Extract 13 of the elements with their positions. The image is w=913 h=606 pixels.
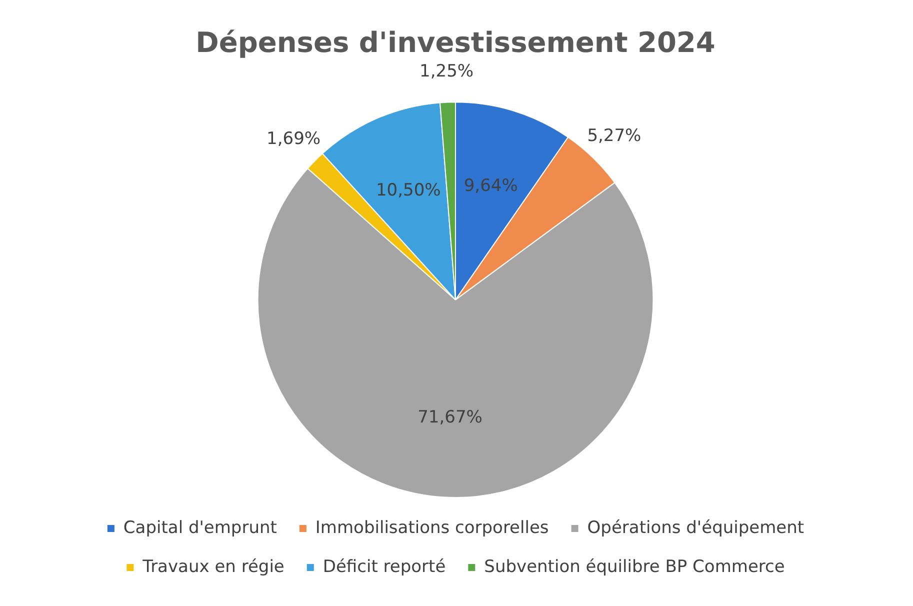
- legend-label: Capital d'emprunt: [123, 518, 278, 538]
- legend-label: Déficit reporté: [322, 556, 446, 577]
- data-label: 71,67%: [418, 408, 482, 428]
- data-label: 5,27%: [587, 126, 642, 146]
- legend-label: Immobilisations corporelles: [315, 518, 549, 538]
- legend-label: Opérations d'équipement: [587, 518, 804, 538]
- legend-label: Subvention équilibre BP Commerce: [484, 556, 785, 577]
- data-label: 1,25%: [420, 62, 474, 82]
- legend-label: Travaux en régie: [142, 556, 284, 577]
- data-label: 9,64%: [464, 176, 518, 196]
- data-label: 10,50%: [376, 180, 441, 200]
- data-label: 1,69%: [266, 129, 321, 150]
- chart-title: Dépenses d'investissement 2024: [196, 26, 716, 60]
